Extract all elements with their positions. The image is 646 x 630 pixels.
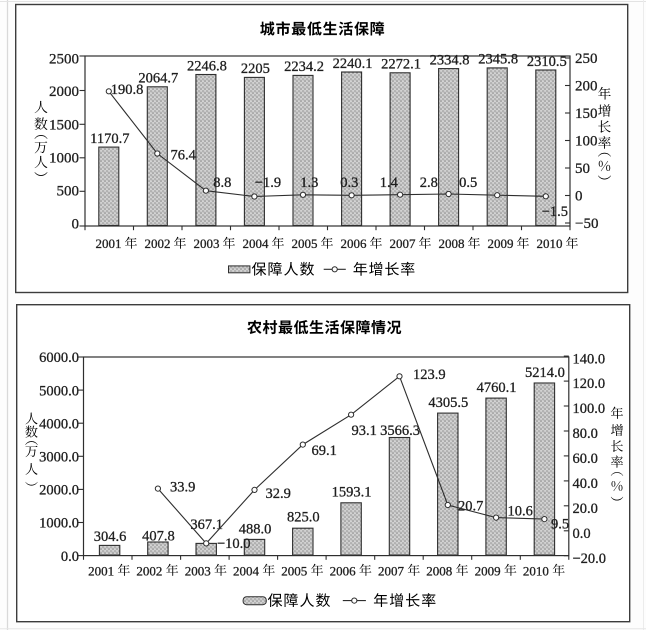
svg-text:2002: 2002 (145, 236, 171, 251)
svg-text:120.0: 120.0 (573, 376, 606, 392)
svg-text:69.1: 69.1 (312, 443, 337, 459)
svg-text:2345.8: 2345.8 (478, 52, 518, 68)
svg-text:100.0: 100.0 (573, 401, 606, 417)
svg-text:2001: 2001 (88, 563, 114, 578)
svg-text:2010: 2010 (537, 236, 563, 251)
svg-text:1170.7: 1170.7 (90, 131, 129, 147)
svg-text:10.6: 10.6 (508, 503, 533, 519)
svg-text:2006: 2006 (341, 236, 368, 251)
svg-text:20.0: 20.0 (573, 501, 598, 517)
svg-text:−10.0: −10.0 (217, 536, 251, 552)
svg-text:4305.5: 4305.5 (428, 395, 468, 411)
svg-text:1500: 1500 (49, 118, 79, 134)
svg-text:407.8: 407.8 (142, 529, 175, 545)
svg-text:2.8: 2.8 (420, 175, 438, 191)
svg-text:−1.9: −1.9 (255, 175, 281, 191)
svg-text:40.0: 40.0 (573, 476, 598, 492)
svg-text:4760.1: 4760.1 (477, 380, 517, 396)
svg-text:3000.0: 3000.0 (39, 450, 79, 466)
svg-text:2006: 2006 (330, 563, 357, 578)
svg-text:3566.3: 3566.3 (380, 423, 420, 439)
svg-text:2008: 2008 (439, 236, 465, 251)
svg-text:2334.8: 2334.8 (430, 52, 470, 68)
svg-text:2064.7: 2064.7 (138, 71, 178, 87)
svg-text:2272.1: 2272.1 (381, 57, 421, 73)
svg-text:5214.0: 5214.0 (525, 365, 565, 381)
svg-text:2003: 2003 (194, 236, 220, 251)
svg-text:2009: 2009 (475, 563, 501, 578)
svg-text:−50: −50 (575, 216, 598, 232)
svg-text:825.0: 825.0 (287, 510, 320, 526)
svg-text:9.5: 9.5 (551, 516, 569, 532)
svg-text:50: 50 (575, 161, 590, 177)
svg-text:32.9: 32.9 (266, 486, 291, 502)
svg-text:250: 250 (575, 51, 598, 67)
svg-text:−20.0: −20.0 (573, 551, 607, 567)
svg-text:6000.0: 6000.0 (39, 350, 79, 366)
svg-text:0.0: 0.0 (573, 526, 591, 542)
svg-text:8.8: 8.8 (213, 175, 231, 191)
svg-text:1000.0: 1000.0 (39, 516, 79, 532)
svg-text:2001: 2001 (96, 236, 122, 251)
svg-text:2004: 2004 (233, 563, 260, 578)
svg-text:2010: 2010 (523, 563, 549, 578)
svg-text:80.0: 80.0 (573, 426, 598, 442)
svg-text:190.8: 190.8 (111, 82, 144, 98)
svg-text:4000.0: 4000.0 (39, 416, 79, 432)
svg-text:2240.1: 2240.1 (333, 56, 373, 72)
svg-text:2205: 2205 (241, 61, 270, 77)
svg-text:500: 500 (57, 184, 80, 200)
svg-text:5000.0: 5000.0 (39, 383, 79, 399)
svg-text:140.0: 140.0 (573, 351, 606, 367)
svg-text:123.9: 123.9 (413, 367, 446, 383)
svg-text:33.9: 33.9 (170, 480, 195, 496)
svg-text:2005: 2005 (281, 563, 307, 578)
svg-text:0: 0 (72, 217, 80, 233)
svg-text:20.7: 20.7 (458, 498, 483, 514)
svg-text:76.4: 76.4 (171, 147, 197, 163)
svg-text:93.1: 93.1 (352, 423, 377, 439)
svg-text:2310.5: 2310.5 (527, 54, 567, 70)
svg-text:367.1: 367.1 (190, 517, 223, 533)
svg-text:1.3: 1.3 (300, 175, 318, 191)
svg-text:60.0: 60.0 (573, 451, 598, 467)
svg-text:0.5: 0.5 (459, 175, 477, 191)
svg-text:2007: 2007 (390, 236, 417, 251)
svg-text:2004: 2004 (243, 236, 270, 251)
svg-text:2005: 2005 (292, 236, 318, 251)
svg-text:0.3: 0.3 (340, 175, 358, 191)
svg-text:2234.2: 2234.2 (284, 59, 324, 75)
svg-text:2008: 2008 (426, 563, 452, 578)
svg-text:1593.1: 1593.1 (332, 485, 372, 501)
svg-text:−1.5: −1.5 (542, 204, 568, 220)
svg-text:2007: 2007 (378, 563, 405, 578)
svg-text:100: 100 (575, 134, 598, 150)
svg-text:2500: 2500 (49, 52, 79, 68)
svg-text:2003: 2003 (185, 563, 211, 578)
svg-text:2000: 2000 (49, 84, 79, 100)
svg-text:2009: 2009 (488, 236, 514, 251)
svg-text:2002: 2002 (136, 563, 162, 578)
svg-text:0: 0 (575, 189, 583, 205)
svg-text:200: 200 (575, 79, 598, 95)
svg-text:304.6: 304.6 (94, 529, 127, 545)
svg-text:1000: 1000 (49, 151, 79, 167)
svg-text:1.4: 1.4 (380, 175, 399, 191)
svg-text:150: 150 (575, 106, 598, 122)
svg-text:2000.0: 2000.0 (39, 483, 79, 499)
svg-text:488.0: 488.0 (239, 522, 272, 538)
svg-text:0.0: 0.0 (61, 549, 79, 565)
svg-text:2246.8: 2246.8 (187, 58, 227, 74)
